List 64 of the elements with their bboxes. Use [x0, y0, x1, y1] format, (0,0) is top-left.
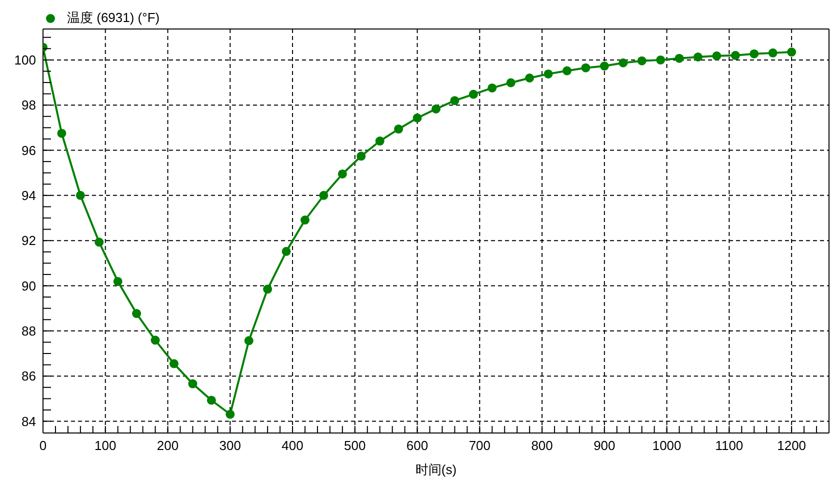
point	[150, 336, 160, 345]
x-tick-label: 700	[468, 438, 491, 453]
y-tick-label: 92	[22, 233, 36, 248]
x-tick-label: 1100	[715, 438, 744, 453]
point	[432, 104, 440, 114]
y-tick-label: 90	[22, 278, 36, 294]
point	[600, 62, 609, 71]
y-tick-label: 98	[22, 98, 36, 113]
point	[618, 58, 628, 68]
point	[674, 54, 684, 63]
x-tick-label: 1200	[777, 438, 806, 453]
point	[375, 136, 384, 146]
point	[712, 51, 722, 60]
x-tick-label: 0	[39, 438, 47, 453]
legend-label: 温度 (6931) (°F)	[67, 9, 160, 27]
point	[506, 78, 516, 88]
point	[319, 190, 328, 200]
x-tick-label: 600	[406, 438, 428, 453]
x-axis-title: 时间(s)	[415, 462, 457, 477]
x-tick-label: 100	[94, 438, 116, 453]
point	[694, 52, 702, 62]
x-tick-label: 400	[282, 438, 304, 453]
point	[206, 396, 216, 405]
point	[132, 309, 142, 318]
point	[637, 56, 646, 66]
x-tick-label: 800	[531, 438, 553, 453]
x-tick-label: 200	[156, 438, 179, 453]
point	[170, 359, 178, 368]
x-tick-label: 1000	[652, 438, 682, 453]
point	[412, 113, 422, 122]
point	[94, 238, 104, 247]
point	[581, 63, 590, 72]
point	[57, 128, 66, 138]
y-tick-label: 94	[22, 188, 36, 203]
point	[263, 284, 272, 294]
x-tick-label: 500	[344, 438, 366, 453]
point	[113, 276, 122, 286]
y-tick-label: 88	[22, 323, 36, 338]
point	[450, 96, 460, 106]
point	[562, 66, 572, 76]
point	[76, 190, 85, 200]
x-tick-label: 300	[219, 438, 241, 453]
y-tick-label: 96	[22, 142, 36, 158]
point	[244, 336, 254, 346]
point	[768, 48, 778, 58]
point	[730, 50, 740, 60]
point	[488, 83, 497, 92]
y-tick-label: 86	[22, 368, 36, 384]
point	[338, 169, 347, 178]
point	[188, 379, 198, 388]
point	[356, 152, 366, 161]
y-tick-label: 84	[22, 414, 36, 429]
point	[394, 124, 404, 134]
point	[282, 246, 291, 256]
point	[468, 90, 478, 99]
point	[544, 69, 553, 78]
point	[656, 55, 666, 64]
point	[525, 74, 534, 83]
point	[787, 48, 796, 57]
point	[300, 216, 310, 225]
point	[750, 49, 759, 58]
y-tick-label: 100	[14, 52, 36, 68]
x-tick-label: 900	[594, 438, 616, 453]
point	[226, 410, 235, 419]
